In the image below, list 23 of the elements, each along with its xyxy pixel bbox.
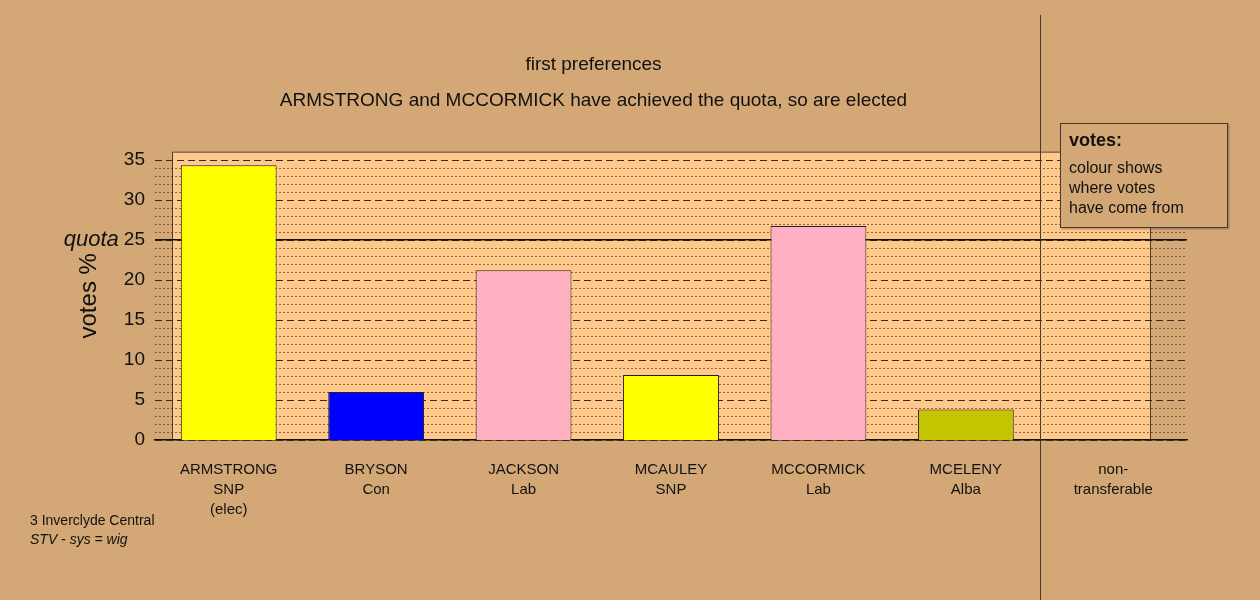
x-tick-label: ARMSTRONG SNP (elec) — [179, 460, 278, 518]
y-tick-label: 0 — [134, 428, 145, 450]
x-tick-label: non- transferable — [1073, 460, 1153, 498]
y-tick-label: 10 — [123, 348, 145, 370]
y-tick-label: 35 — [123, 147, 145, 169]
x-tick-label: MCCORMICK Lab — [771, 460, 866, 498]
x-tick-label: BRYSON Con — [344, 460, 408, 498]
annotation: colour shows where votes have come from — [1069, 158, 1185, 218]
chart-title: first preferences — [525, 52, 662, 74]
note-box: votes: colour shows where votes have come from — [1060, 123, 1228, 228]
y-tick-label: 15 — [123, 308, 145, 330]
y-tick-label: 30 — [123, 187, 145, 209]
chart-subtitle: ARMSTRONG and MCCORMICK have achieved the quota, so are elected — [279, 89, 908, 111]
ref-line-label: quota — [63, 225, 119, 251]
x-tick-label: MCAULEY SNP — [634, 460, 708, 498]
y-tick-label: 25 — [123, 227, 145, 249]
text: STV - sys = wig — [30, 530, 128, 548]
text: 3 Inverclyde Central — [30, 511, 155, 529]
y-tick-label: 20 — [123, 268, 145, 290]
x-tick-label: JACKSON Lab — [488, 460, 559, 498]
y-tick-label: 5 — [134, 388, 145, 410]
x-tick-label: MCELENY Alba — [929, 460, 1003, 498]
y-axis-title: votes % — [74, 253, 102, 339]
